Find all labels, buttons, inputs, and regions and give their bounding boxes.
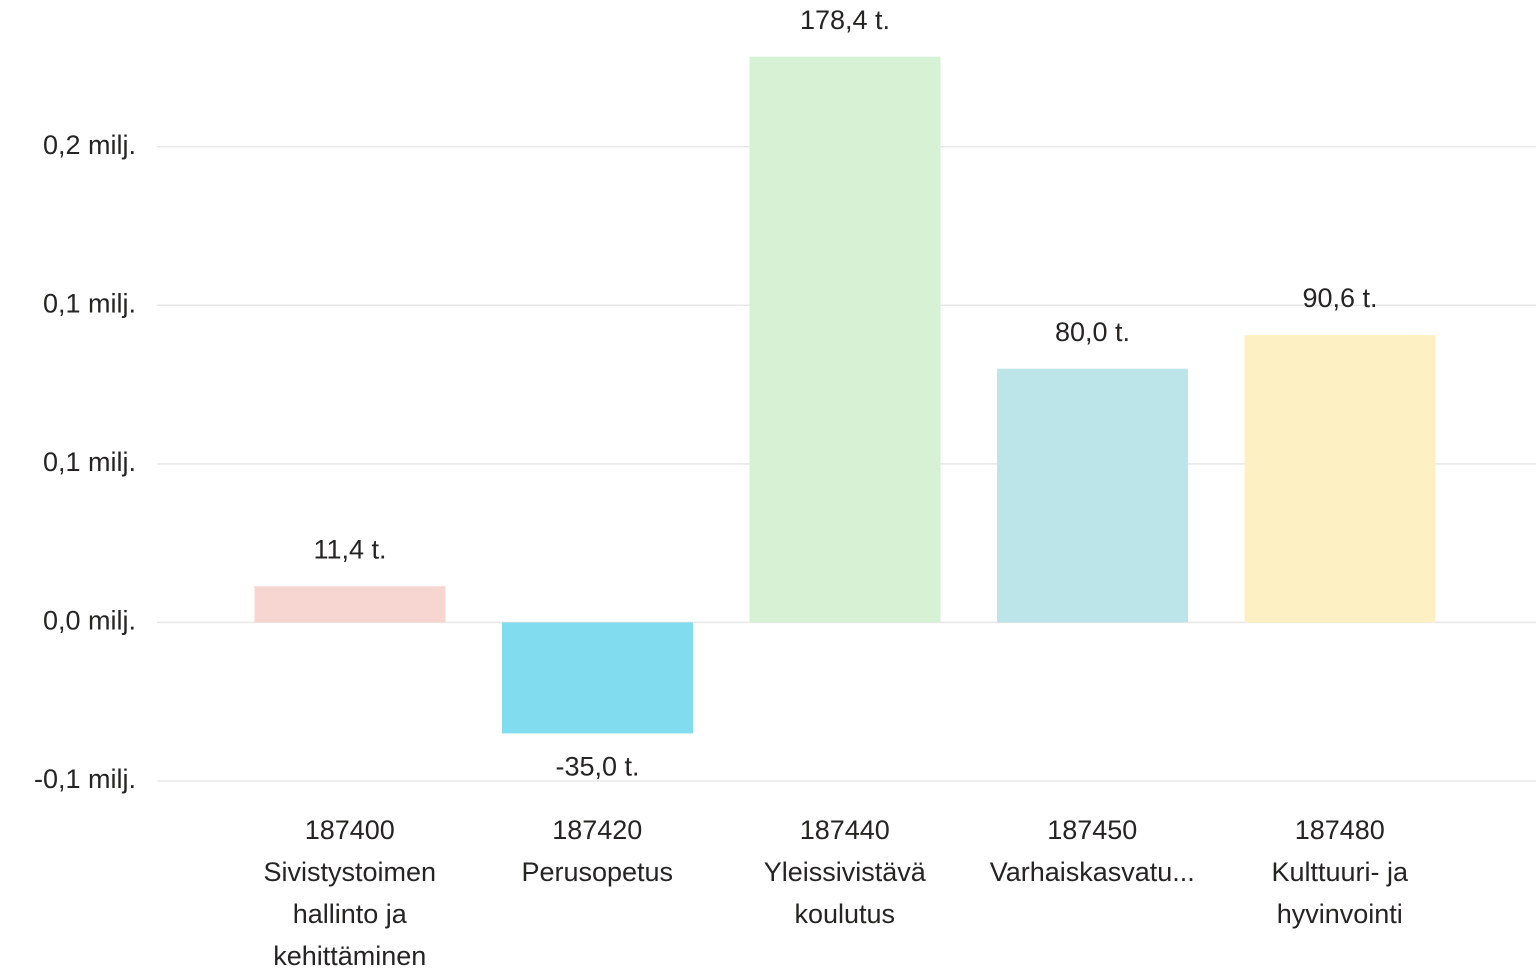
data-label: 90,6 t. bbox=[1302, 283, 1377, 313]
x-tick-label: 187440 Yleissivistävä koulutus bbox=[763, 815, 926, 929]
bar bbox=[254, 586, 446, 623]
x-tick-label: 187450 Varhaiskasvatu... bbox=[989, 815, 1195, 887]
bar bbox=[502, 622, 693, 734]
y-tick-label: 0,2 milj. bbox=[43, 130, 136, 160]
y-tick-label: 0,1 milj. bbox=[43, 447, 136, 477]
bar bbox=[749, 56, 941, 623]
y-tick-label: 0,0 milj. bbox=[43, 606, 136, 636]
data-label: -35,0 t. bbox=[555, 752, 639, 782]
data-label: 80,0 t. bbox=[1055, 317, 1130, 347]
y-tick-label: -0,1 milj. bbox=[34, 764, 136, 794]
x-tick-label: 187420 Perusopetus bbox=[521, 815, 674, 887]
bar bbox=[1244, 335, 1436, 623]
data-label: 178,4 t. bbox=[800, 5, 890, 35]
x-tick-label: 187480 Kulttuuri- ja hyvinvointi bbox=[1271, 815, 1409, 929]
x-tick-label: 187400 Sivistystoimen hallinto ja kehitt… bbox=[263, 815, 437, 971]
bar bbox=[997, 368, 1188, 623]
y-tick-label: 0,1 milj. bbox=[43, 288, 136, 318]
data-label: 11,4 t. bbox=[313, 534, 386, 564]
